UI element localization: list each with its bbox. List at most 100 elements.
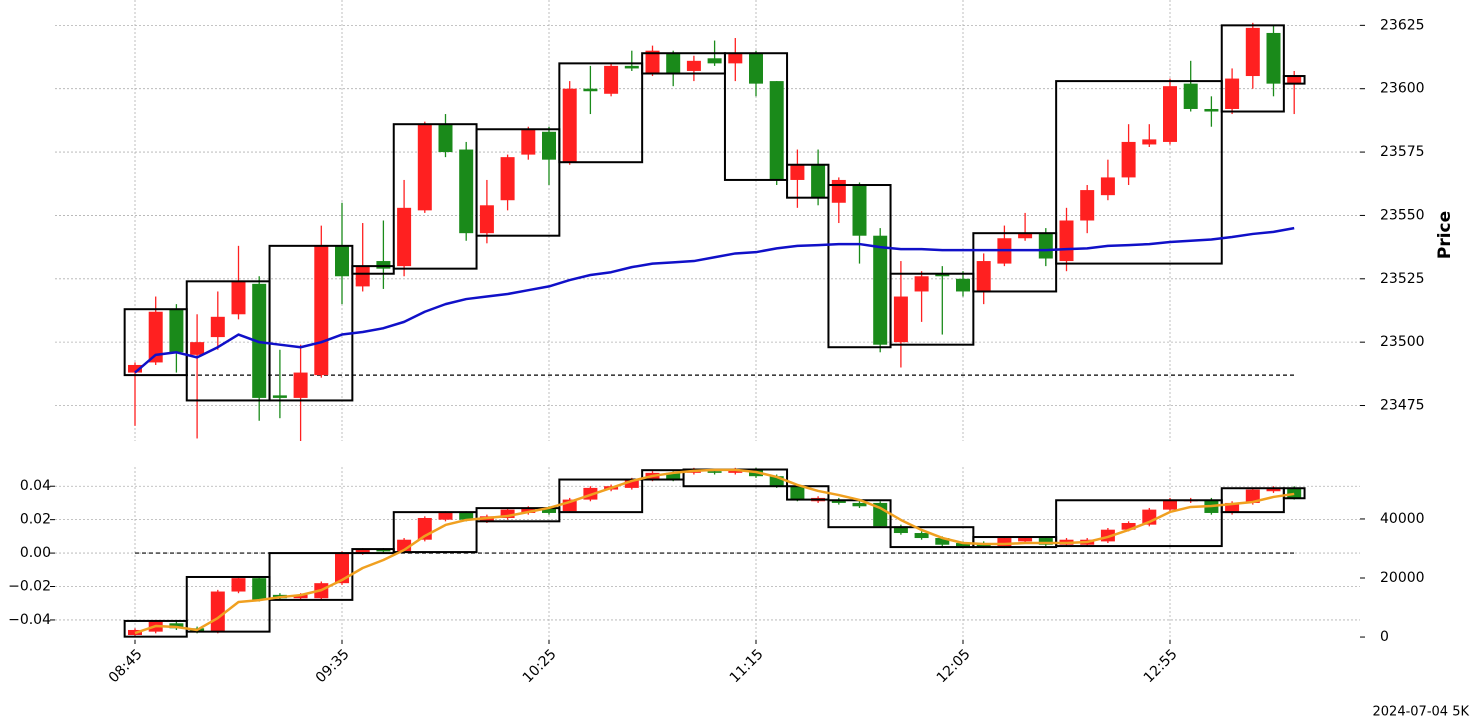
candle-body [997, 538, 1012, 547]
candle-body [707, 58, 722, 64]
candle-body [956, 543, 970, 547]
candle-body [1204, 108, 1219, 112]
y2-tick-label: 0 [1380, 629, 1389, 645]
candle-body [645, 50, 660, 74]
candle-body [666, 472, 681, 480]
candle-body [169, 309, 184, 353]
range-box [268, 552, 354, 601]
y-axis-label: Price [1435, 211, 1455, 259]
range-box [1055, 499, 1223, 548]
candle-body [1183, 83, 1198, 109]
range-box [392, 511, 478, 554]
candle-body [1287, 487, 1302, 498]
candle-body [1038, 233, 1053, 259]
candle-body [707, 471, 722, 473]
candle-body [728, 53, 743, 64]
candle-body [769, 81, 784, 180]
candle-body [1018, 233, 1033, 239]
candle-body [1266, 487, 1281, 492]
candle-body [769, 476, 784, 487]
y-tick-label: 0.02 [20, 512, 51, 528]
range-box [185, 575, 271, 633]
candle-body [293, 372, 308, 398]
candle-body [604, 65, 619, 94]
y-tick-label: −0.04 [8, 612, 51, 628]
candle-body [1142, 139, 1157, 145]
x-tick-label: 09:35 [313, 646, 353, 686]
y-tick-label: 23475 [1380, 398, 1425, 414]
candle-body [831, 179, 846, 203]
candle-body [397, 539, 412, 552]
candle-body [1163, 86, 1177, 142]
candle-body [376, 261, 391, 269]
candle-body [500, 509, 515, 518]
x-tick-label: 08:45 [106, 646, 146, 686]
y-tick-label: 0.04 [20, 478, 51, 494]
candle-body [1059, 220, 1074, 262]
candle-body [314, 245, 329, 376]
range-box [1282, 487, 1306, 500]
candle-body [1121, 522, 1136, 530]
y-tick-label: 23625 [1380, 17, 1425, 33]
candle-body [749, 53, 763, 84]
y-tick-label: 0.00 [20, 545, 51, 561]
candle-body [1245, 489, 1260, 503]
candle-body [1287, 76, 1302, 84]
range-box [1055, 80, 1223, 265]
candle-body [956, 278, 970, 292]
range-box [889, 272, 975, 346]
candle-body [914, 276, 929, 292]
candle-body [479, 205, 494, 234]
line-series [134, 226, 1295, 374]
candle-body [521, 129, 536, 155]
candle-body [666, 53, 681, 74]
candle-body [252, 578, 267, 600]
candle-body [542, 131, 556, 160]
candle-body [873, 235, 888, 345]
candle-body [500, 157, 515, 201]
candle-body [852, 185, 867, 236]
candle-body [583, 88, 598, 92]
candle-body [811, 164, 826, 198]
candle-body [148, 311, 163, 363]
candle-body [231, 281, 246, 315]
range-box [558, 62, 644, 164]
candle-body [1225, 502, 1240, 513]
candle-body [459, 512, 474, 520]
y2-tick-label: 20000 [1380, 570, 1425, 586]
candle-body [1121, 141, 1136, 178]
candle-body [1245, 27, 1260, 77]
x-tick-label: 10:25 [520, 646, 560, 686]
candle-body [376, 549, 391, 552]
y2-tick-label: 40000 [1380, 511, 1425, 527]
y-tick-label: −0.02 [8, 579, 51, 595]
candle-body [293, 594, 308, 599]
range-box [475, 507, 561, 523]
range-box [1220, 24, 1285, 113]
candle-body [935, 538, 950, 545]
candle-body [1100, 177, 1115, 196]
range-box [1220, 487, 1285, 514]
y-tick-label: 23500 [1380, 334, 1425, 350]
range-box [827, 184, 892, 349]
candle-body [355, 266, 370, 287]
candle-body [914, 533, 929, 539]
candle-body [790, 486, 805, 500]
candle-body [686, 60, 701, 71]
candle-body [1080, 190, 1095, 221]
candle-body [893, 296, 908, 343]
candle-body [893, 526, 908, 534]
candle-body [542, 507, 556, 513]
x-tick-label: 11:15 [727, 646, 767, 686]
candle-body [231, 578, 246, 592]
candle-body [1100, 529, 1115, 542]
candle-body [397, 207, 412, 267]
candle-body [852, 502, 867, 507]
range-box [558, 478, 644, 514]
candle-body [210, 591, 225, 632]
candle-body [790, 164, 805, 180]
candle-body [1018, 538, 1033, 542]
candle-body [355, 549, 370, 554]
